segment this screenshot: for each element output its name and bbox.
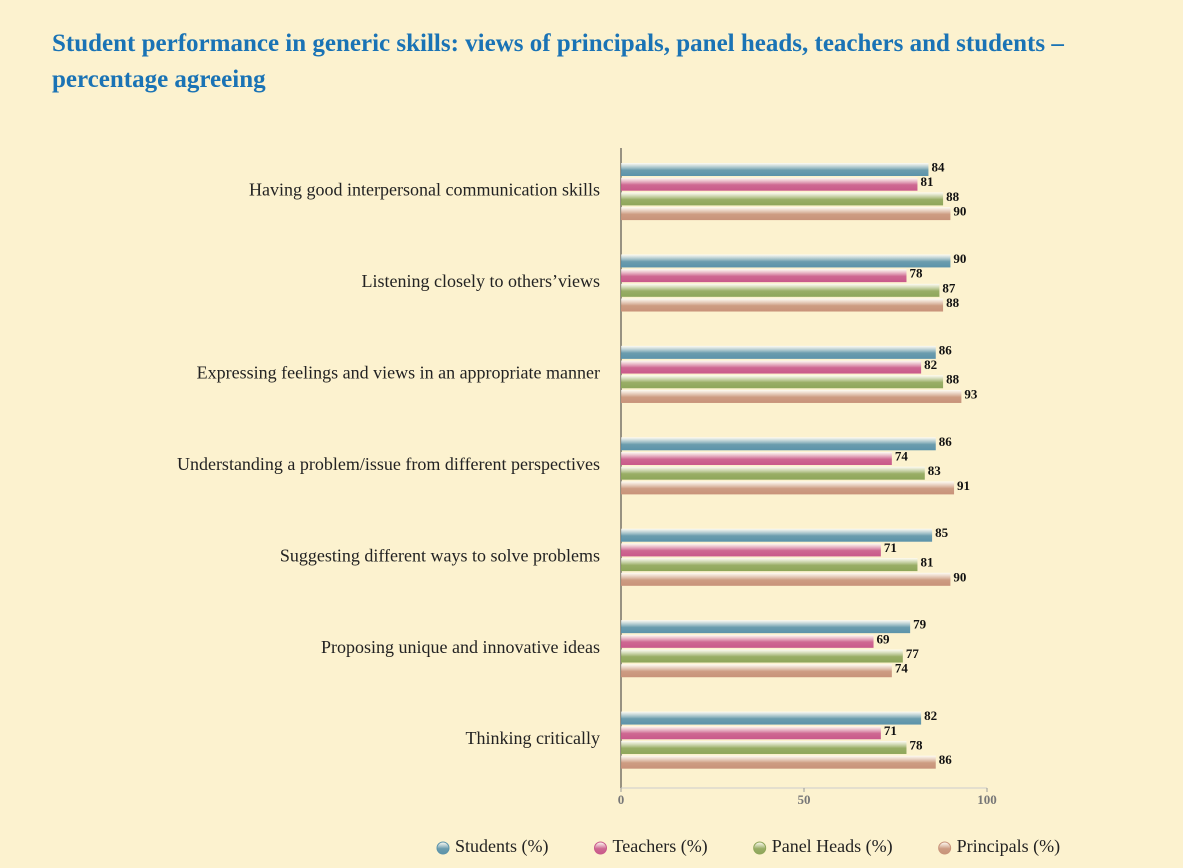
value-label: 84 [931, 159, 945, 174]
bar [621, 177, 918, 191]
value-label: 88 [946, 189, 960, 204]
legend-label: Panel Heads (%) [772, 836, 893, 857]
bar [621, 269, 907, 283]
bar [621, 375, 944, 389]
bar [621, 451, 892, 465]
bar [621, 466, 925, 480]
value-label: 71 [884, 723, 897, 738]
category-label: Expressing feelings and views in an appr… [197, 363, 600, 383]
bar [621, 283, 940, 297]
value-label: 90 [953, 251, 966, 266]
bar [621, 481, 955, 495]
bar [621, 254, 951, 268]
bar [621, 437, 936, 451]
legend-label: Teachers (%) [613, 836, 708, 857]
value-label: 88 [946, 295, 960, 310]
bar [621, 620, 911, 634]
value-label: 86 [939, 752, 953, 767]
value-label: 81 [920, 174, 933, 189]
legend-label: Students (%) [455, 836, 549, 857]
bar [621, 543, 881, 557]
value-label: 78 [909, 737, 923, 752]
value-label: 78 [909, 266, 923, 281]
x-tick-label: 50 [798, 792, 811, 807]
bar [621, 360, 922, 374]
value-label: 86 [939, 434, 953, 449]
bar [621, 755, 936, 769]
category-label: Understanding a problem/issue from diffe… [177, 454, 600, 474]
bar [621, 192, 944, 206]
bar [621, 664, 892, 678]
bar [621, 163, 929, 176]
value-label: 81 [920, 555, 933, 570]
value-label: 86 [939, 342, 953, 357]
category-label: Proposing unique and innovative ideas [321, 637, 600, 657]
bar [621, 726, 881, 740]
bar [621, 558, 918, 572]
bar [621, 649, 903, 663]
category-label: Having good interpersonal communication … [249, 180, 600, 200]
value-label: 74 [895, 448, 909, 463]
value-label: 69 [877, 631, 891, 646]
legend-label: Principals (%) [957, 836, 1060, 857]
bar [621, 207, 951, 221]
value-label: 74 [895, 661, 909, 676]
value-label: 90 [953, 569, 966, 584]
bar [621, 740, 907, 754]
x-tick-label: 100 [977, 792, 997, 807]
bar [621, 711, 922, 725]
bar [621, 528, 933, 542]
value-label: 82 [924, 357, 937, 372]
value-label: 83 [928, 463, 942, 478]
value-label: 93 [964, 386, 978, 401]
bar [621, 572, 951, 586]
value-label: 91 [957, 478, 970, 493]
value-label: 90 [953, 204, 966, 219]
value-label: 71 [884, 540, 897, 555]
legend-marker [938, 841, 952, 855]
category-label: Listening closely to others’views [362, 271, 600, 291]
category-label: Thinking critically [466, 728, 600, 748]
bar [621, 298, 944, 312]
legend-marker [753, 841, 767, 855]
legend-marker [436, 841, 450, 855]
bar [621, 634, 874, 648]
bar [621, 345, 936, 359]
bar [621, 389, 962, 403]
value-label: 85 [935, 525, 949, 540]
value-label: 87 [942, 280, 956, 295]
legend-marker [594, 841, 607, 855]
x-tick-label: 0 [618, 792, 625, 807]
value-label: 77 [906, 646, 920, 661]
value-label: 82 [924, 708, 937, 723]
value-label: 79 [913, 617, 927, 632]
value-label: 88 [946, 372, 960, 387]
chart-title: Student performance in generic skills: v… [52, 30, 1064, 93]
category-label: Suggesting different ways to solve probl… [280, 545, 600, 565]
